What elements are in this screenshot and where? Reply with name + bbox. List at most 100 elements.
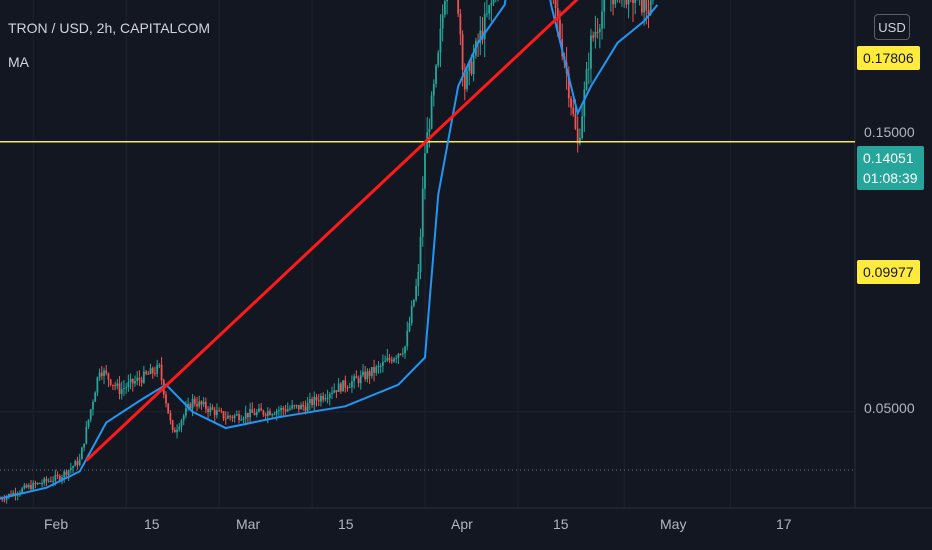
candle-body bbox=[585, 69, 588, 90]
candle-body bbox=[393, 358, 395, 362]
candle-body bbox=[632, 0, 634, 3]
candle-body bbox=[114, 384, 116, 386]
candle-body bbox=[377, 366, 380, 368]
candle-body bbox=[486, 13, 488, 15]
candle-body bbox=[45, 478, 48, 482]
candle-body bbox=[468, 61, 471, 72]
candle-body bbox=[342, 380, 344, 392]
candle-body bbox=[355, 376, 358, 379]
candle-body bbox=[463, 69, 466, 90]
candle-body bbox=[302, 404, 305, 407]
candle-body bbox=[191, 398, 194, 409]
candle-body bbox=[559, 19, 561, 40]
candle-body bbox=[601, 11, 603, 29]
candle-body bbox=[83, 443, 86, 448]
candle-body bbox=[275, 411, 278, 415]
time-tick-label: 15 bbox=[338, 516, 354, 532]
candle-body bbox=[131, 378, 134, 384]
candle-body bbox=[322, 395, 325, 400]
last-price-value: 0.14051 bbox=[863, 150, 914, 166]
candle-body bbox=[333, 390, 336, 393]
candle-body bbox=[76, 461, 79, 466]
candle-body bbox=[289, 408, 291, 410]
candle-body bbox=[36, 483, 39, 485]
candle-body bbox=[266, 411, 269, 416]
candle-body bbox=[603, 0, 606, 12]
candle-body bbox=[592, 35, 595, 38]
candle-body bbox=[211, 407, 214, 410]
candle-body bbox=[375, 366, 378, 373]
candle-body bbox=[262, 410, 265, 415]
ma-indicator-label[interactable]: MA bbox=[8, 54, 29, 70]
candle-body bbox=[125, 387, 128, 389]
candle-body bbox=[67, 470, 70, 476]
candle-body bbox=[581, 116, 584, 138]
candle-body bbox=[269, 411, 271, 416]
candle-body bbox=[220, 410, 223, 412]
candle-body bbox=[63, 471, 66, 478]
countdown-timer: 01:08:39 bbox=[863, 170, 918, 186]
candle-body bbox=[258, 408, 260, 412]
candle-body bbox=[421, 188, 424, 237]
candle-body bbox=[165, 394, 167, 404]
candle-body bbox=[291, 405, 294, 409]
candle-body bbox=[364, 371, 367, 380]
candle-body bbox=[21, 488, 24, 493]
candle-body bbox=[92, 401, 94, 410]
candle-body bbox=[200, 401, 203, 405]
candle-body bbox=[233, 415, 236, 419]
candle-body bbox=[238, 414, 240, 421]
candle-body bbox=[344, 380, 347, 388]
candle-body bbox=[38, 483, 41, 485]
candle-body bbox=[111, 384, 114, 386]
candle-body bbox=[634, 0, 637, 3]
symbol-title: TRON / USD, 2h, CAPITALCOM bbox=[8, 20, 210, 36]
candle-body bbox=[401, 353, 404, 355]
trend-line bbox=[85, 0, 579, 462]
candle-body bbox=[297, 405, 300, 410]
candle-body bbox=[61, 477, 63, 481]
ma-line bbox=[0, 0, 659, 500]
candle-body bbox=[204, 401, 207, 409]
candle-body bbox=[136, 377, 139, 382]
candle-body bbox=[284, 409, 287, 412]
candle-body bbox=[255, 411, 258, 416]
candle-body bbox=[382, 361, 384, 366]
currency-button[interactable]: USD bbox=[874, 14, 910, 40]
candle-body bbox=[65, 471, 68, 476]
grid-lines bbox=[0, 0, 855, 508]
candle-body bbox=[253, 412, 256, 416]
candle-body bbox=[96, 377, 99, 393]
last-price-tag: 0.14051 01:08:39 bbox=[857, 146, 924, 190]
candle-body bbox=[295, 405, 298, 407]
candle-body bbox=[386, 357, 389, 361]
candle-body bbox=[625, 0, 628, 5]
candle-body bbox=[461, 34, 464, 70]
candle-body bbox=[167, 403, 170, 414]
candle-body bbox=[308, 399, 311, 404]
candle-body bbox=[103, 370, 105, 377]
candle-body bbox=[209, 407, 212, 413]
candle-body bbox=[432, 83, 435, 96]
candle-body bbox=[52, 480, 55, 482]
candle-body bbox=[598, 28, 601, 33]
candle-body bbox=[567, 73, 570, 99]
price-tick-label: 0.15000 bbox=[864, 124, 915, 140]
candle-body bbox=[47, 480, 50, 482]
candle-body bbox=[572, 107, 575, 114]
candle-body bbox=[147, 373, 150, 375]
candle-body bbox=[109, 379, 112, 385]
candle-body bbox=[273, 414, 276, 416]
candle-body bbox=[207, 408, 209, 413]
candle-body bbox=[145, 371, 147, 374]
candle-body bbox=[293, 405, 296, 407]
price-tick-label: 0.05000 bbox=[864, 400, 915, 416]
candle-body bbox=[80, 447, 83, 460]
candle-body bbox=[224, 418, 227, 420]
candle-body bbox=[216, 410, 218, 416]
candle-body bbox=[32, 482, 35, 490]
candle-body bbox=[140, 379, 143, 383]
candle-body bbox=[353, 376, 356, 382]
candle-body bbox=[193, 398, 196, 405]
